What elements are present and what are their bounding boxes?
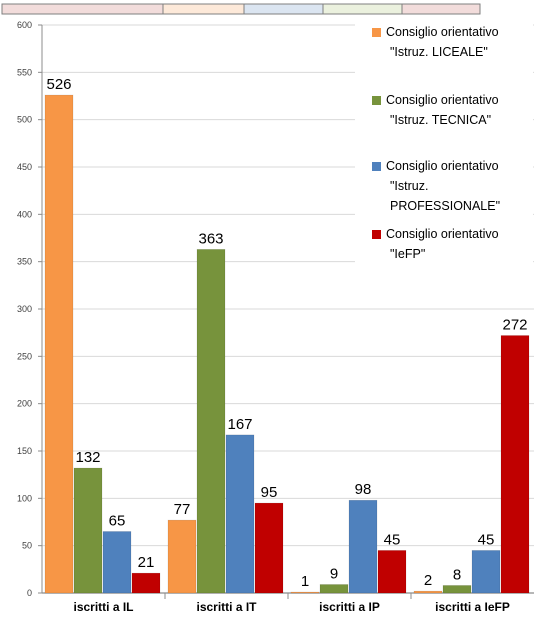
x-tick-label: iscritti a IT (196, 600, 257, 614)
legend-label: "Istruz. LICEALE" (390, 45, 488, 59)
header-strip-cell (243, 3, 324, 15)
legend-label: Consiglio orientativo (386, 93, 499, 107)
y-tick-label: 300 (17, 304, 32, 314)
bar (131, 572, 161, 594)
data-label: 167 (227, 416, 252, 433)
bar (500, 335, 530, 594)
bar (254, 502, 284, 594)
data-label: 132 (75, 449, 100, 466)
x-tick-label: iscritti a IL (73, 600, 133, 614)
bar (442, 585, 472, 594)
bar (196, 249, 226, 594)
bar (348, 499, 378, 594)
y-tick-label: 350 (17, 257, 32, 267)
bar (225, 434, 255, 594)
y-tick-label: 150 (17, 446, 32, 456)
legend-label: Consiglio orientativo (386, 227, 499, 241)
y-tick-label: 500 (17, 115, 32, 125)
bar (102, 531, 132, 594)
y-tick-label: 50 (22, 541, 32, 551)
data-label: 45 (384, 531, 401, 548)
y-tick-label: 250 (17, 351, 32, 361)
data-label: 526 (46, 76, 71, 93)
bar (413, 590, 443, 594)
data-label: 2 (424, 572, 432, 589)
data-label: 9 (330, 565, 338, 582)
bar (377, 550, 407, 594)
legend-label: "IeFP" (390, 247, 425, 261)
bar (44, 94, 74, 594)
header-strip-cell (1, 3, 164, 15)
bar (471, 550, 501, 594)
data-label: 77 (174, 501, 191, 518)
data-label: 8 (453, 566, 461, 583)
data-label: 363 (198, 230, 223, 247)
legend-label: Consiglio orientativo (386, 25, 499, 39)
legend-swatch (372, 162, 381, 171)
bar (167, 519, 197, 594)
header-strip-cell (322, 3, 403, 15)
x-tick-label: iscritti a IP (319, 600, 380, 614)
legend-label: "Istruz. TECNICA" (390, 113, 491, 127)
y-tick-label: 200 (17, 399, 32, 409)
legend-label: PROFESSIONALE" (390, 199, 500, 213)
legend-swatch (372, 96, 381, 105)
data-label: 65 (109, 512, 126, 529)
data-label: 45 (478, 531, 495, 548)
header-strip-cell (401, 3, 481, 15)
legend-box (355, 20, 533, 272)
header-strip-cell (162, 3, 245, 15)
legend-swatch (372, 28, 381, 37)
y-tick-label: 450 (17, 162, 32, 172)
x-tick-label: iscritti a IeFP (435, 600, 510, 614)
y-tick-label: 0 (27, 588, 32, 598)
legend-label: "Istruz. (390, 179, 428, 193)
data-label: 272 (502, 317, 527, 334)
data-label: 1 (301, 573, 309, 590)
bar (319, 584, 349, 594)
data-label: 95 (261, 484, 278, 501)
y-tick-label: 400 (17, 209, 32, 219)
legend-label: Consiglio orientativo (386, 159, 499, 173)
y-tick-label: 550 (17, 67, 32, 77)
y-tick-label: 600 (17, 20, 32, 30)
bar (73, 467, 103, 594)
legend-swatch (372, 230, 381, 239)
y-tick-label: 100 (17, 493, 32, 503)
bar (290, 591, 320, 594)
data-label: 98 (355, 481, 372, 498)
data-label: 21 (138, 554, 155, 571)
